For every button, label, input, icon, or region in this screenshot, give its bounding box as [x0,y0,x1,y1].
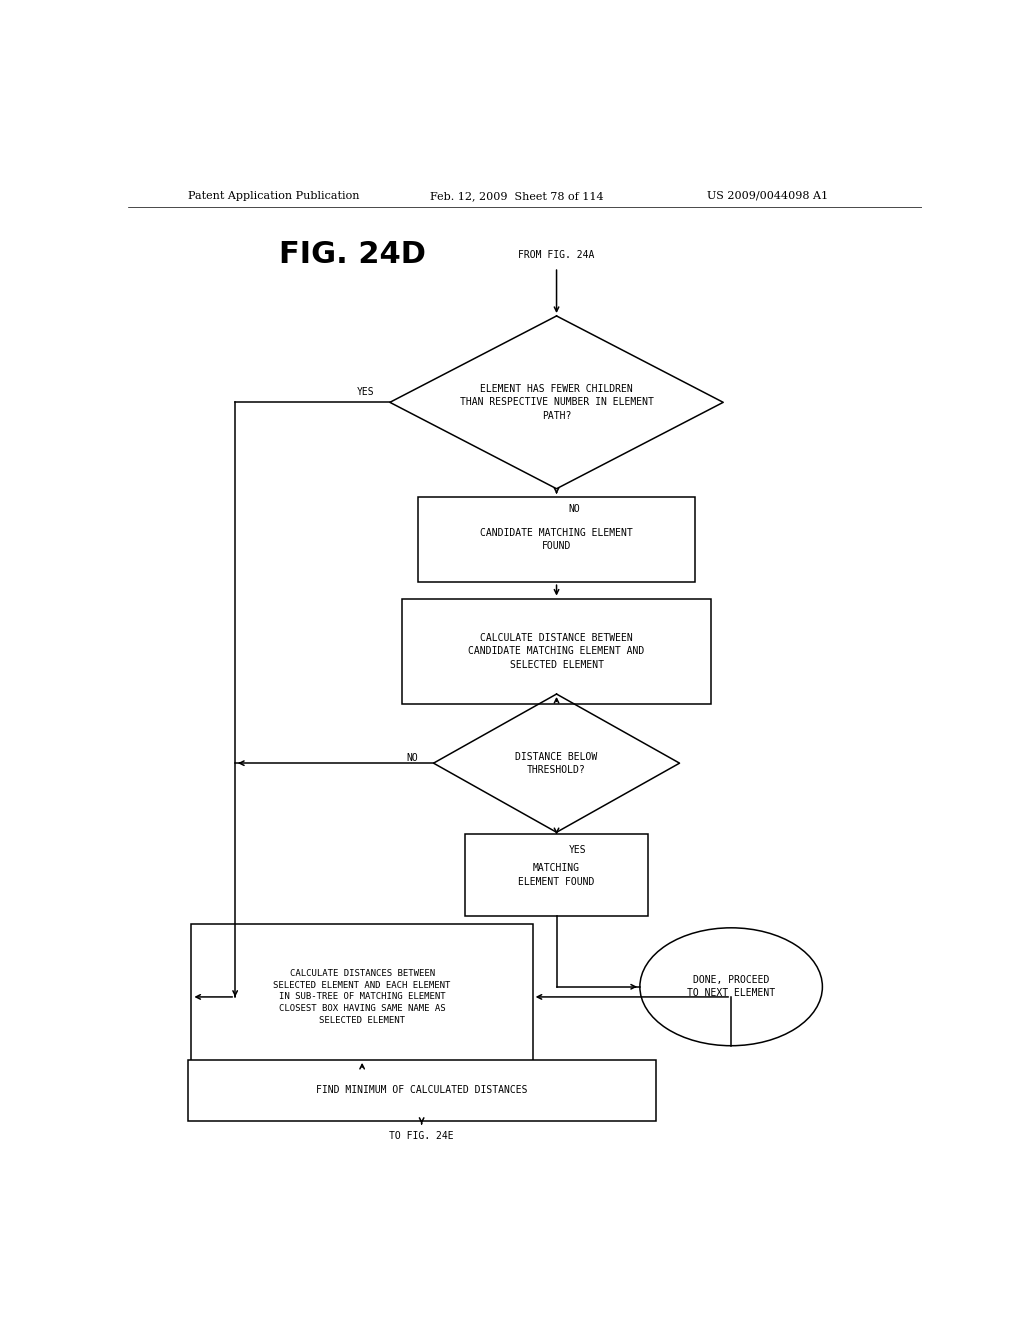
Text: FIND MINIMUM OF CALCULATED DISTANCES: FIND MINIMUM OF CALCULATED DISTANCES [315,1085,527,1096]
Ellipse shape [640,928,822,1045]
Text: Patent Application Publication: Patent Application Publication [187,191,359,201]
Bar [418,496,695,582]
Text: NO: NO [406,754,418,763]
Text: DISTANCE BELOW
THRESHOLD?: DISTANCE BELOW THRESHOLD? [515,751,598,775]
Text: NO: NO [568,504,581,513]
Text: TO FIG. 24E: TO FIG. 24E [389,1131,454,1142]
Bar [187,1060,655,1121]
Text: YES: YES [568,846,586,855]
Text: CANDIDATE MATCHING ELEMENT
FOUND: CANDIDATE MATCHING ELEMENT FOUND [480,528,633,552]
Text: DONE, PROCEED
TO NEXT ELEMENT: DONE, PROCEED TO NEXT ELEMENT [687,975,775,998]
Text: CALCULATE DISTANCE BETWEEN
CANDIDATE MATCHING ELEMENT AND
SELECTED ELEMENT: CALCULATE DISTANCE BETWEEN CANDIDATE MAT… [468,634,645,669]
Text: FROM FIG. 24A: FROM FIG. 24A [518,249,595,260]
Text: US 2009/0044098 A1: US 2009/0044098 A1 [708,191,828,201]
Bar [465,834,648,916]
Text: Feb. 12, 2009  Sheet 78 of 114: Feb. 12, 2009 Sheet 78 of 114 [430,191,603,201]
Text: YES: YES [356,387,374,397]
Text: ELEMENT HAS FEWER CHILDREN
THAN RESPECTIVE NUMBER IN ELEMENT
PATH?: ELEMENT HAS FEWER CHILDREN THAN RESPECTI… [460,384,653,421]
Text: FIG. 24D: FIG. 24D [279,240,426,269]
Text: CALCULATE DISTANCES BETWEEN
SELECTED ELEMENT AND EACH ELEMENT
IN SUB-TREE OF MAT: CALCULATE DISTANCES BETWEEN SELECTED ELE… [273,969,451,1026]
Text: MATCHING
ELEMENT FOUND: MATCHING ELEMENT FOUND [518,863,595,887]
Bar [401,598,712,704]
Bar [191,924,532,1071]
